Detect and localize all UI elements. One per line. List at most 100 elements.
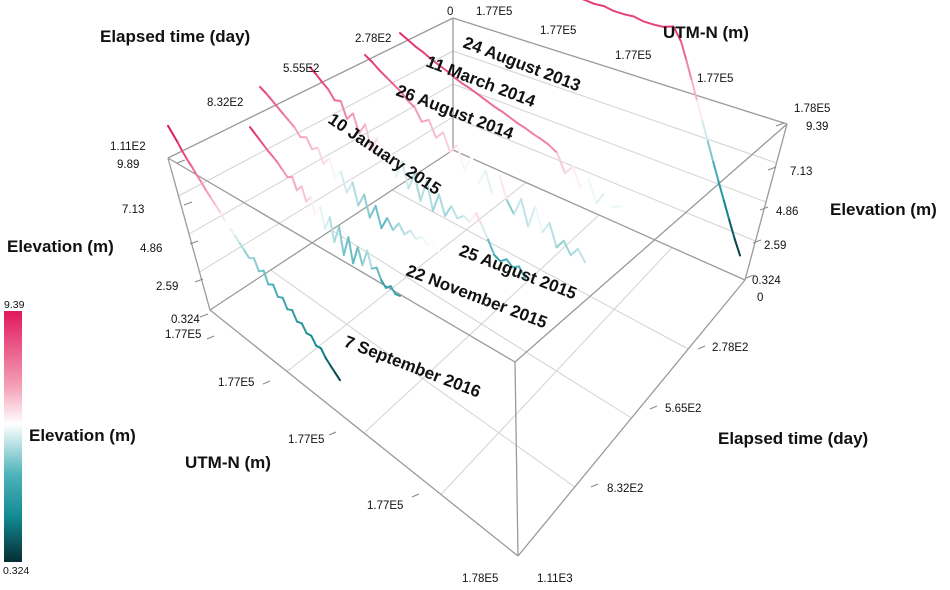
series-segment xyxy=(461,82,472,90)
tick-left-elev-4: 0.324 xyxy=(171,314,200,326)
series-segment xyxy=(364,123,373,152)
series-segment xyxy=(300,185,308,203)
series-segment xyxy=(397,222,406,236)
axis-tick-mark xyxy=(752,239,762,244)
series-segment xyxy=(485,99,496,108)
series-segment xyxy=(200,181,208,192)
series-segment xyxy=(276,105,285,115)
box-edge xyxy=(209,309,519,557)
series-segment xyxy=(415,235,423,240)
grid-layer xyxy=(178,50,777,495)
right-elevation-title: Elevation (m) xyxy=(830,200,937,219)
series-segment xyxy=(305,136,313,151)
series-segment xyxy=(287,119,296,129)
box-edge xyxy=(514,123,788,363)
series-segment xyxy=(339,170,348,194)
top-utm-title: UTM-N (m) xyxy=(663,23,749,42)
series-segment xyxy=(316,146,325,165)
series-segment xyxy=(487,238,496,256)
series-segment xyxy=(427,118,437,139)
series-segment xyxy=(382,147,391,167)
series-segment xyxy=(229,227,236,237)
series-segment xyxy=(642,20,655,26)
series-segment xyxy=(696,99,704,123)
series-segment xyxy=(263,144,270,153)
tick-front-utm-0: 1.77E5 xyxy=(165,329,201,341)
axis-tick-mark xyxy=(176,159,186,164)
series-segment xyxy=(293,126,302,139)
tick-front-elapsed-2: 8.32E2 xyxy=(607,483,643,495)
series-segment xyxy=(420,235,429,247)
series-segment xyxy=(517,265,526,279)
series-segment xyxy=(370,136,379,152)
series-segment xyxy=(267,150,275,159)
series-segment xyxy=(593,2,605,8)
box-edge xyxy=(452,17,788,125)
series-segment xyxy=(556,151,566,175)
box-edge xyxy=(744,123,788,281)
tick-left-elev-2: 4.86 xyxy=(140,243,162,255)
series-segment xyxy=(386,217,394,231)
series-segment xyxy=(505,258,514,269)
series-segment xyxy=(672,25,682,43)
series-segment xyxy=(706,140,715,163)
series-segment xyxy=(243,249,251,259)
series-segment xyxy=(328,157,337,179)
series-segment xyxy=(435,131,445,139)
series-segment xyxy=(516,122,527,130)
series-line-7 xyxy=(167,124,341,382)
series-segment xyxy=(380,217,389,230)
series-segment xyxy=(438,250,446,255)
series-segment xyxy=(548,144,559,154)
series-segment xyxy=(474,211,483,227)
front-elapsed-title: Elapsed time (day) xyxy=(718,429,868,448)
axis-tick-mark xyxy=(183,201,193,206)
series-segment xyxy=(352,246,359,265)
series-segment xyxy=(363,193,371,219)
series-segment xyxy=(438,64,449,73)
series-segment xyxy=(328,216,336,243)
series-segment xyxy=(205,189,212,199)
series-segment xyxy=(632,15,645,23)
series-segment xyxy=(324,357,332,367)
series-segment xyxy=(233,234,241,245)
tick-top-utm-3: 1.77E5 xyxy=(697,73,733,85)
box-edge xyxy=(167,157,516,363)
series-segment xyxy=(717,180,725,202)
series-layer xyxy=(167,0,741,382)
series-segment xyxy=(463,155,473,171)
series-segment xyxy=(356,246,364,267)
series-segment xyxy=(319,205,326,230)
series-segment xyxy=(728,219,736,240)
series-segment xyxy=(470,155,480,185)
series-segment xyxy=(214,204,222,214)
axis-title-left-elapsed: Elapsed time (day) xyxy=(100,27,250,46)
series-segment xyxy=(442,131,452,154)
tick-right-elev-1: 7.13 xyxy=(790,166,812,178)
series-segment xyxy=(527,205,537,228)
series-segment xyxy=(351,181,360,207)
series-segment xyxy=(685,59,693,82)
series-segment xyxy=(219,211,227,222)
series-segment xyxy=(680,40,688,61)
series-segment xyxy=(505,199,515,216)
series-segment xyxy=(571,165,582,190)
tick-front-elapsed-3: 1.11E3 xyxy=(537,573,573,585)
series-segment xyxy=(392,83,402,93)
series-segment xyxy=(195,174,203,184)
series-segment xyxy=(345,112,354,120)
series-segment xyxy=(324,216,331,230)
axis-tick-mark xyxy=(649,405,658,410)
series-segment xyxy=(380,279,387,289)
tick-right-elapsed-zero: 0 xyxy=(757,292,763,304)
series-segment xyxy=(431,193,440,212)
series-segment xyxy=(449,143,459,154)
tick-left-elapsed-1: 2.78E2 xyxy=(355,33,391,45)
series-line-1 xyxy=(581,0,741,257)
series-line-4 xyxy=(309,66,526,279)
series-segment xyxy=(333,99,342,102)
series-segment xyxy=(300,322,308,335)
series-segment xyxy=(167,124,174,135)
series-segment xyxy=(432,242,441,253)
